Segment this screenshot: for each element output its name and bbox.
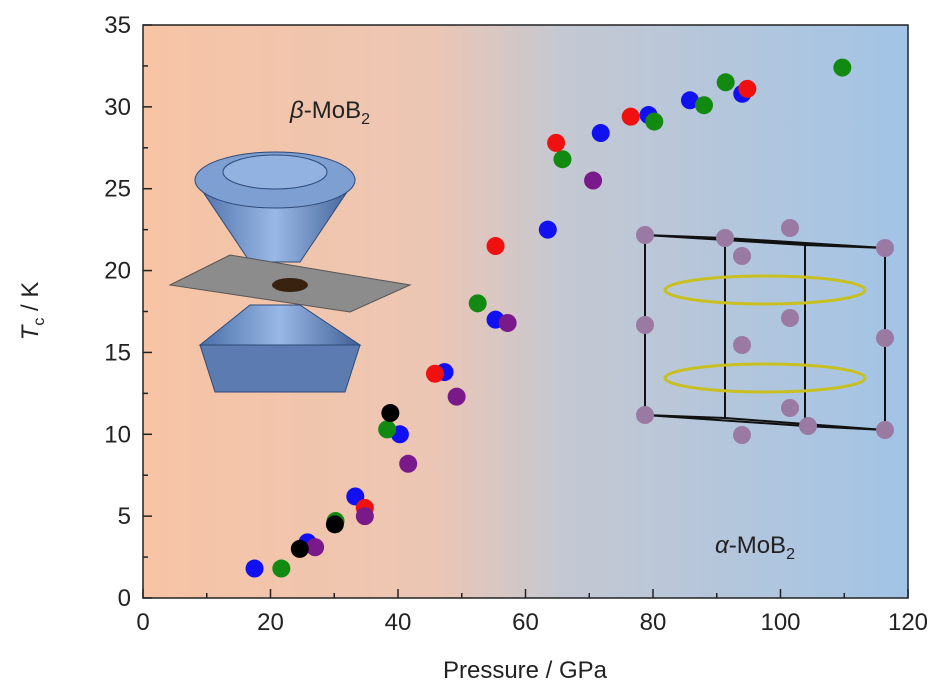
- point: [584, 172, 602, 190]
- point: [592, 124, 610, 142]
- y-tick-label: 25: [104, 176, 131, 203]
- point: [539, 221, 557, 239]
- annotation-sub: 2: [361, 111, 370, 128]
- point: [356, 507, 374, 525]
- point: [272, 560, 290, 578]
- point: [381, 404, 399, 422]
- y-label-text: / K: [17, 282, 44, 318]
- y-tick-label: 0: [118, 585, 131, 612]
- annotation-text: -MoB: [729, 532, 786, 559]
- point: [738, 80, 756, 98]
- point: [695, 96, 713, 114]
- point: [291, 540, 309, 558]
- x-tick-label: 0: [136, 609, 149, 636]
- x-axis-label: Pressure / GPa: [443, 657, 608, 684]
- point: [326, 515, 344, 533]
- point: [469, 294, 487, 312]
- y-tick-label: 5: [118, 503, 131, 530]
- y-tick-label: 15: [104, 339, 131, 366]
- x-tick-label: 100: [760, 609, 800, 636]
- y-tick-label: 10: [104, 421, 131, 448]
- y-tick-label: 20: [104, 258, 131, 285]
- y-tick-label: 30: [104, 94, 131, 121]
- x-tick-label: 40: [385, 609, 412, 636]
- x-tick-label: 20: [257, 609, 284, 636]
- y-tick-label: 35: [104, 12, 131, 39]
- point: [399, 455, 417, 473]
- point: [426, 365, 444, 383]
- point: [448, 388, 466, 406]
- point: [645, 113, 663, 131]
- point: [487, 237, 505, 255]
- y-axis-label: Tc / K: [17, 282, 48, 341]
- x-tick-label: 80: [640, 609, 667, 636]
- annotation-text: -MoB: [304, 97, 361, 124]
- point: [622, 108, 640, 126]
- x-tick-label: 60: [512, 609, 539, 636]
- annotation: α-MoB2: [715, 532, 795, 563]
- annotation: β-MoB2: [289, 97, 370, 128]
- annotation-symbol: β: [289, 97, 304, 124]
- point: [306, 538, 324, 556]
- point: [833, 59, 851, 77]
- point: [717, 73, 735, 91]
- point: [547, 134, 565, 152]
- point: [499, 314, 517, 332]
- x-tick-label: 120: [888, 609, 928, 636]
- point: [553, 150, 571, 168]
- y-label-sub: c: [31, 318, 48, 326]
- point: [378, 420, 396, 438]
- point: [246, 560, 264, 578]
- chart: β-MoB2 α-MoB2 Pressure / GPa Tc / K 0204…: [0, 0, 935, 693]
- annotation-sub: 2: [786, 546, 795, 563]
